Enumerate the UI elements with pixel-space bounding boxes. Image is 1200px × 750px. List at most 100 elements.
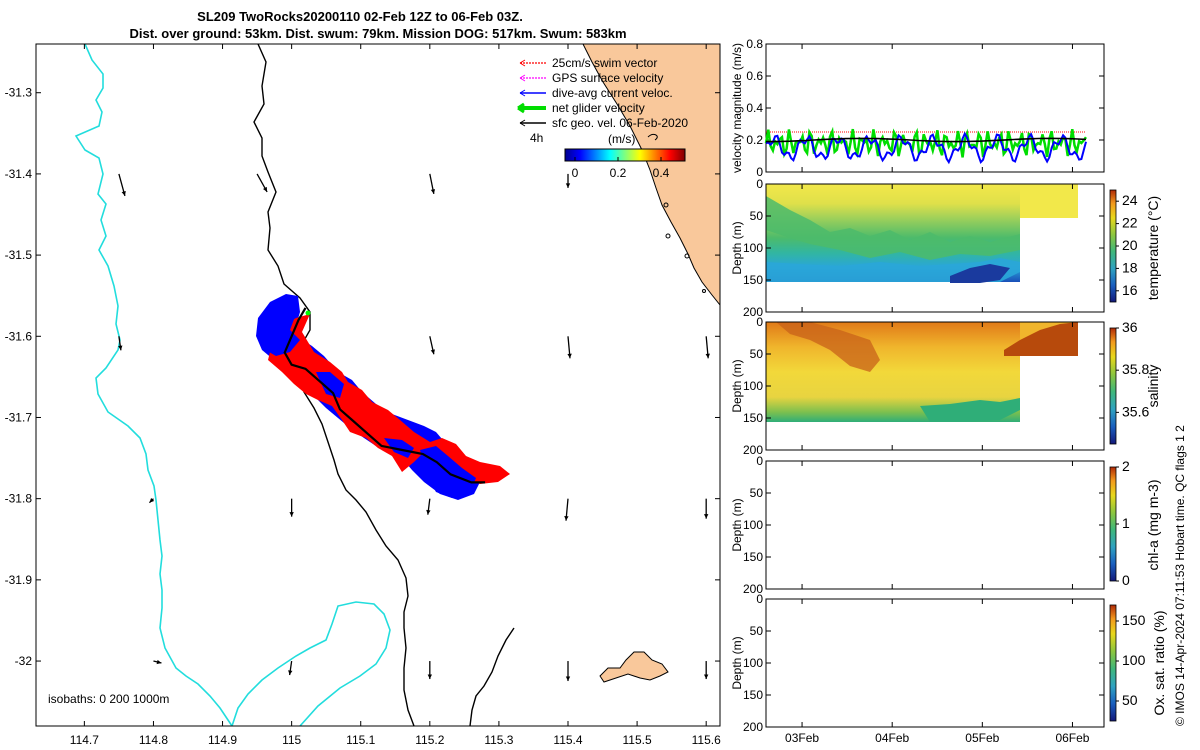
temperature-panel: 0 50 100 150 200 Depth (m) 16 18 20 22 24 temper…	[730, 177, 1161, 319]
oxygen-ylabel: Depth (m)	[730, 636, 744, 689]
velocity-tick-label: 0.4	[746, 101, 763, 115]
geo-velocity-arrow	[567, 336, 572, 359]
depth-tick-label: 200	[743, 582, 763, 596]
temperature-extended-field	[1020, 184, 1078, 218]
colorbar-tick-label: 0	[1122, 572, 1130, 588]
map-x-tick-label: 114.7	[70, 733, 99, 747]
swim-vector-swath	[268, 314, 510, 484]
legend-arrowhead-net	[517, 102, 525, 114]
salinity-high-patch	[776, 322, 880, 372]
colorbar-tick-label: 20	[1122, 237, 1138, 253]
salinity-extended-high	[1004, 322, 1078, 356]
colorbar-tick-label: 16	[1122, 282, 1138, 298]
islet	[684, 253, 690, 259]
depth-tick-label: 100	[743, 379, 763, 393]
colorbar-tick-label: 50	[1122, 692, 1138, 708]
legend-arrowhead-geo	[519, 119, 526, 127]
figure-title-line1: SL209 TwoRocks20200110 02-Feb 12Z to 06-…	[197, 9, 523, 24]
depth-tick-label: 200	[743, 305, 763, 319]
depth-tick-label: 100	[743, 518, 763, 532]
squiggle-mark	[647, 133, 658, 141]
isobaths-label: isobaths: 0 200 1000m	[48, 692, 169, 706]
velocity-tick-label: 0.6	[746, 69, 763, 83]
oxygen-x-axis: 03Feb 04Feb 05Feb 06Feb	[785, 44, 1090, 745]
salinity-y-axis: 0 50 100 150 200	[743, 315, 1104, 457]
speed-colorbar-tick-label: 0	[572, 166, 579, 180]
velocity-tick-label: 0	[756, 165, 763, 179]
temperature-cold-core	[950, 264, 1010, 283]
velocity-ylabel: velocity magnitude (m/s)	[730, 43, 744, 173]
isobath-200m	[74, 44, 233, 726]
glider-track	[283, 307, 486, 484]
colorbar-tick-label: 35.6	[1122, 403, 1149, 419]
colorbar-tick-label: 150	[1122, 612, 1146, 628]
legend-label-net: net glider velocity	[552, 101, 645, 115]
depth-tick-label: 50	[750, 209, 764, 223]
geo-velocity-arrow	[153, 659, 162, 665]
depth-tick-label: 150	[743, 273, 763, 287]
map-y-tick-label: -31.8	[5, 492, 33, 506]
oxygen-colorbar-label: Ox. sat. ratio (%)	[1151, 610, 1167, 715]
time-label: 4h	[530, 131, 543, 145]
depth-tick-label: 200	[743, 720, 763, 734]
geo-velocity-arrow	[429, 336, 435, 355]
depth-tick-label: 150	[743, 411, 763, 425]
geo-velocity-arrow	[118, 336, 123, 351]
salinity-colorbar-label: salinity	[1145, 365, 1161, 408]
geo-velocity-arrow	[426, 498, 431, 515]
depth-tick-label: 0	[756, 592, 763, 606]
colorbar-unit: (m/s)	[608, 132, 635, 146]
chla-ylabel: Depth (m)	[730, 498, 744, 551]
temperature-colorbar-label: temperature (°C)	[1145, 196, 1161, 300]
figure-title-line2: Dist. over ground: 53km. Dist. swum: 79k…	[129, 26, 626, 41]
legend-arrowhead-current	[519, 89, 526, 97]
date-tick-label: 06Feb	[1055, 731, 1089, 745]
salinity-colorbar	[1109, 327, 1117, 445]
map-x-tick-label: 115.2	[415, 733, 444, 747]
geo-velocity-arrow	[148, 497, 155, 504]
map-y-tick-label: -31.7	[5, 410, 33, 424]
map-x-axis: 114.7 114.8 114.9 115 115.1 115.2 115.3 115.4 11…	[70, 44, 721, 747]
colorbar-tick-label: 100	[1122, 652, 1146, 668]
island	[599, 651, 669, 683]
temperature-thermocline	[766, 196, 1020, 260]
depth-tick-label: 150	[743, 688, 763, 702]
islet	[663, 202, 669, 208]
legend-arrowhead-swim	[519, 59, 526, 67]
depth-tick-label: 50	[750, 624, 764, 638]
colorbar-tick-label: 24	[1122, 192, 1138, 208]
oxygen-y-axis: 0 50 100 150 200	[743, 592, 1104, 734]
footer-stamp: © IMOS 14-Apr-2024 07:11:53 Hobart time.…	[1173, 425, 1187, 726]
islet	[702, 289, 706, 293]
geo-velocity-arrow	[704, 498, 709, 519]
current-vector-swath-mid	[316, 372, 344, 398]
speed-colorbar-tick-label: 0.4	[653, 166, 670, 180]
velocity-axes	[765, 43, 1105, 173]
date-tick-label: 05Feb	[965, 731, 999, 745]
salinity-low-layer	[920, 398, 1020, 422]
series-geo-velocity	[766, 137, 1087, 143]
legend-label-geo: sfc geo. vel. 06-Feb-2020	[552, 116, 688, 130]
salinity-panel: 0 50 100 150 200 Depth (m) 35.6 35.8 36 salini…	[730, 315, 1161, 457]
chla-colorbar	[1109, 466, 1117, 582]
chla-colorbar-label: chl-a (mg m-3)	[1145, 479, 1161, 570]
depth-tick-label: 150	[743, 550, 763, 564]
chla-panel: 0 50 100 150 200 Depth (m) 0 1 2 chl-a (mg m-3…	[730, 454, 1161, 596]
legend-label-gps: GPS surface velocity	[552, 71, 663, 85]
salinity-ylabel: Depth (m)	[730, 359, 744, 412]
depth-tick-label: 50	[750, 486, 764, 500]
map-background	[36, 44, 720, 726]
chla-axes	[765, 460, 1105, 590]
colorbar-tick-label: 36	[1122, 319, 1138, 335]
map-x-tick-label: 114.8	[139, 733, 168, 747]
temperature-colorbar	[1109, 189, 1117, 303]
map-y-axis: -31.3 -31.4 -31.5 -31.6 -31.7 -31.8 -31.9 -32	[5, 86, 720, 668]
speed-colorbar-tick-label: 0.2	[610, 166, 627, 180]
map-panel: 114.7 114.8 114.9 115 115.1 115.2 115.3 115.4 11…	[5, 43, 721, 747]
velocity-y-axis: 0 0.2 0.4 0.6 0.8	[746, 37, 1104, 179]
depth-tick-label: 100	[743, 241, 763, 255]
velocity-tick-label: 0.2	[746, 133, 763, 147]
temperature-colorbar-ticks: 16 18 20 22 24	[1116, 192, 1138, 298]
